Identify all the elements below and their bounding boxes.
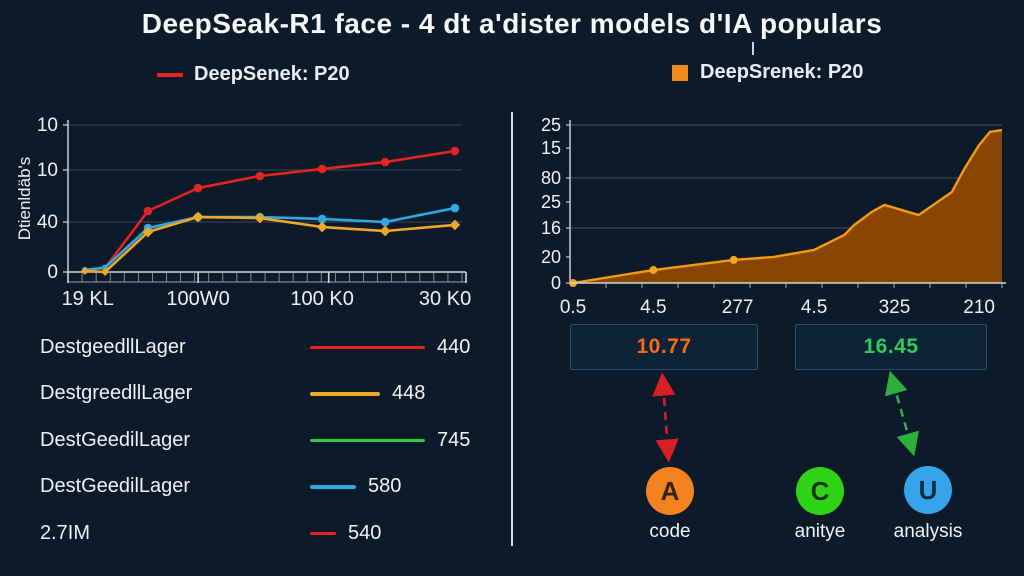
stat-row-value: 580 xyxy=(368,475,402,498)
stat-row: DestGeedilLager 745 xyxy=(40,417,480,464)
metric-box-left: 10.77 xyxy=(570,324,758,370)
y-tick-label: 10 xyxy=(37,160,58,181)
series-line-orange xyxy=(84,215,456,274)
stat-row: DestgeedllLager 440 xyxy=(40,324,480,371)
x-tick-label: 325 xyxy=(879,297,911,318)
marker-orange xyxy=(192,211,204,223)
marker-red xyxy=(193,183,203,193)
left-legend-label: DeepSenek: P20 xyxy=(194,63,350,85)
area-marker xyxy=(729,255,738,264)
title-artifact-mark xyxy=(752,42,754,55)
stat-row-line-icon xyxy=(310,531,336,535)
badge-code-label: code xyxy=(649,521,691,542)
marker-red xyxy=(450,146,460,156)
stat-row-label: DestGeedilLager xyxy=(40,428,191,451)
stat-rows-list: DestgeedllLager 440 DestgreedllLager 448 Des… xyxy=(40,324,480,557)
metric-box-right: 16.45 xyxy=(795,324,987,370)
y-tick-label: 40 xyxy=(37,212,58,233)
stat-row-line-icon xyxy=(310,345,425,349)
y-tick-label: 20 xyxy=(541,247,561,267)
marker-blue xyxy=(450,203,460,213)
x-tick-label: 210 xyxy=(963,297,995,318)
stat-row-value: 745 xyxy=(437,428,471,451)
badge-analysis-label: analysis xyxy=(893,521,963,542)
stat-row-line-icon xyxy=(310,392,380,396)
badge-code-letter: A xyxy=(660,475,680,506)
y-tick-label: 0 xyxy=(551,273,561,293)
y-tick-label: 0 xyxy=(47,262,58,283)
badge-analysis: U xyxy=(904,466,952,514)
area-chart: 25 15 80 25 16 20 0 0.5 4.5 277 4.5 325 210 xyxy=(541,115,1006,318)
x-tick-label: 30 K0 xyxy=(419,288,471,310)
page-title: DeepSeak-R1 face - 4 dt a'dister models … xyxy=(141,8,883,39)
marker-red xyxy=(143,206,153,216)
x-tick-label: 4.5 xyxy=(640,297,666,318)
marker-orange xyxy=(101,268,110,276)
stat-row-value: 440 xyxy=(437,335,471,358)
metric-value-right: 16.45 xyxy=(863,335,919,358)
y-tick-label: 15 xyxy=(541,138,561,158)
area-line xyxy=(572,128,1003,285)
left-chart-legend: DeepSenek: P20 xyxy=(157,63,350,86)
stat-row-label: 2.7IM xyxy=(40,521,91,544)
badge-anitye-letter: C xyxy=(810,475,830,506)
y-tick-label: 25 xyxy=(541,192,561,212)
right-chart-legend: DeepSrenek: P20 xyxy=(672,61,863,84)
marker-orange xyxy=(80,266,89,275)
stat-row: 2.7IM 540 xyxy=(40,510,480,557)
marker-orange xyxy=(449,219,461,231)
marker-red xyxy=(380,157,390,167)
area-marker xyxy=(649,266,658,275)
area-fill xyxy=(573,130,1002,283)
stat-row-value: 448 xyxy=(392,382,426,405)
dashed-arrow xyxy=(884,370,920,457)
line-chart: 10 10 40 019 KL 100W0 100 K0 30 K0 Dtienldäb's xyxy=(15,115,471,310)
orange-square-legend-icon xyxy=(672,64,688,81)
badge-anitye: C xyxy=(796,467,844,515)
panel-divider xyxy=(511,112,513,546)
marker-orange xyxy=(316,221,328,233)
x-tick-label: 100 K0 xyxy=(290,288,353,310)
marker-blue xyxy=(380,217,390,227)
x-tick-label: 277 xyxy=(722,297,754,318)
x-tick-label: 4.5 xyxy=(801,297,827,318)
y-tick-label: 10 xyxy=(37,115,58,136)
marker-orange xyxy=(254,212,266,224)
stat-row-label: DestGeedilLager xyxy=(40,475,191,498)
y-axis-title: Dtienldäb's xyxy=(15,157,34,241)
x-tick-label: 100W0 xyxy=(166,288,229,310)
y-tick-label: 16 xyxy=(541,218,561,238)
marker-blue xyxy=(317,214,327,224)
badge-anitye-label: anitye xyxy=(794,521,846,542)
stat-row-line-icon xyxy=(310,485,356,489)
red-line-legend-icon xyxy=(157,72,183,77)
x-tick-label: 19 KL xyxy=(62,288,114,310)
series-line-red xyxy=(84,149,456,272)
marker-orange xyxy=(142,226,154,238)
x-tick-label: 0.5 xyxy=(560,297,586,318)
stat-row: DestgreedllLager 448 xyxy=(40,371,480,418)
badge-analysis-letter: U xyxy=(918,474,938,505)
dashed-arrow xyxy=(652,372,679,463)
metric-value-left: 10.77 xyxy=(636,335,692,358)
badge-code: A xyxy=(646,467,694,515)
marker-orange xyxy=(379,225,391,237)
stat-row-label: DestgeedllLager xyxy=(40,335,186,358)
right-legend-label: DeepSrenek: P20 xyxy=(700,61,864,83)
stat-row-line-icon xyxy=(310,438,425,442)
stat-row-value: 540 xyxy=(348,521,382,544)
marker-red xyxy=(255,171,265,181)
stat-row-label: DestgreedllLager xyxy=(40,382,193,405)
marker-red xyxy=(317,164,327,174)
y-tick-label: 25 xyxy=(541,115,561,135)
stat-row: DestGeedilLager 580 xyxy=(40,464,480,511)
y-tick-label: 80 xyxy=(541,168,561,188)
